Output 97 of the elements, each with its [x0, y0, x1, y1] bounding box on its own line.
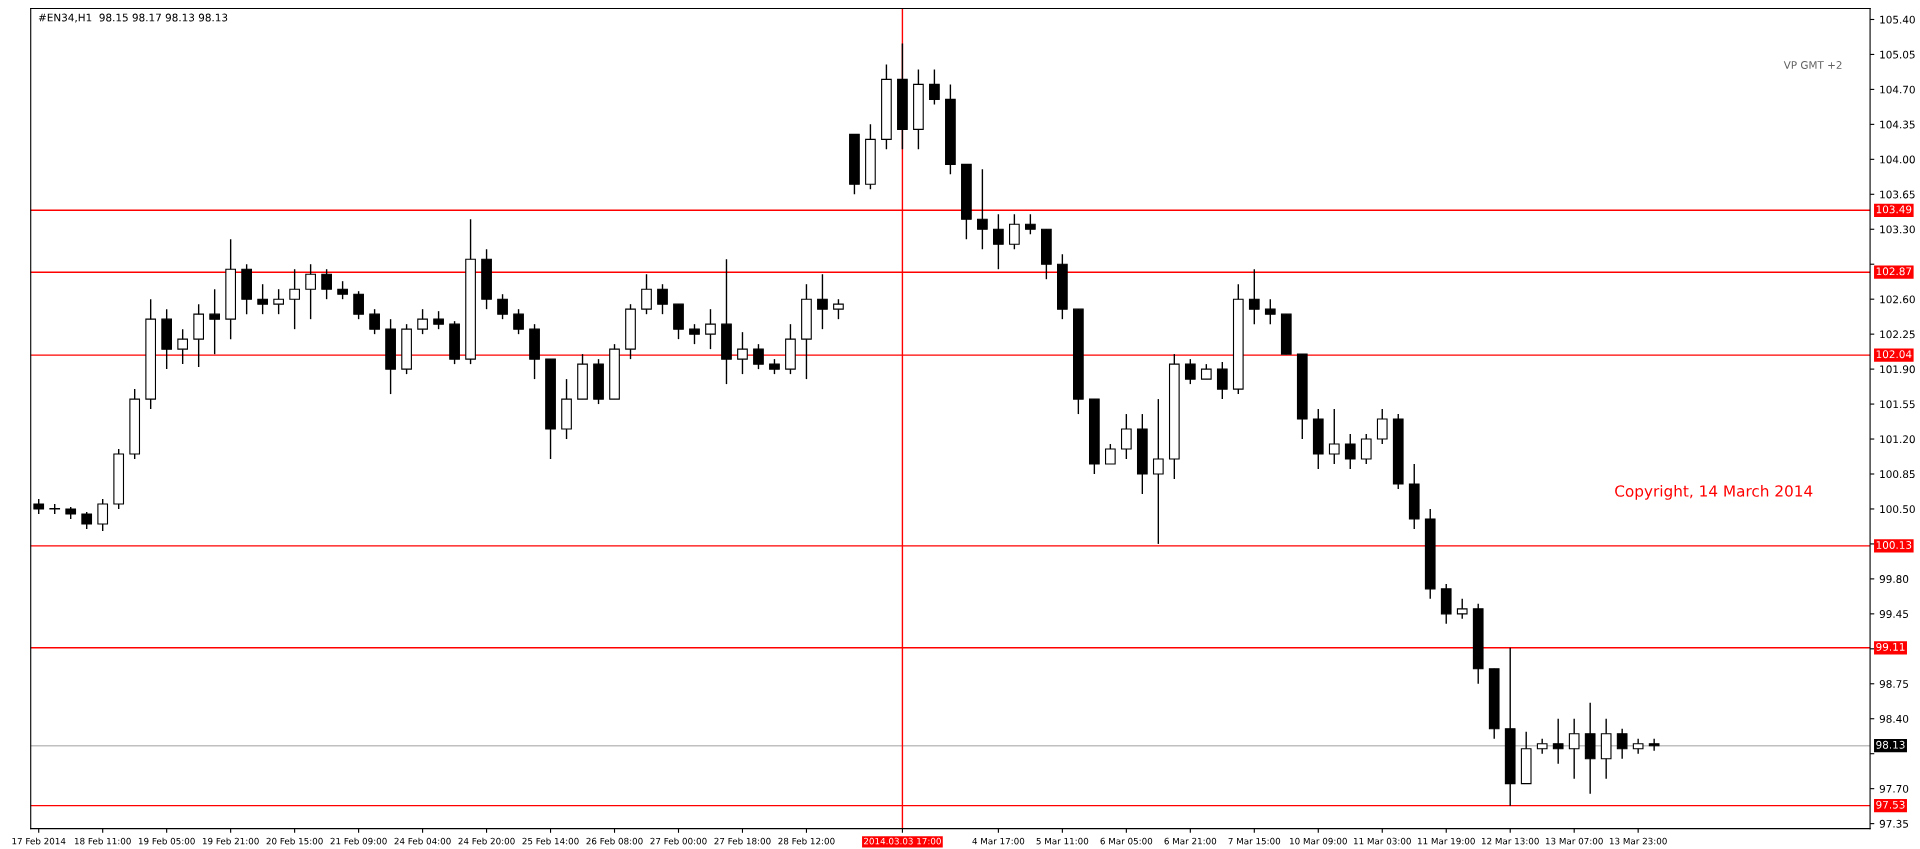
x-tick-label: 13 Mar 07:00 [1545, 837, 1603, 845]
x-tick-label: 19 Feb 21:00 [202, 837, 259, 845]
candlestick [417, 308, 428, 335]
candlestick [977, 168, 988, 250]
annotation: VP GMT +2 [1783, 61, 1842, 69]
candlestick [1152, 398, 1164, 545]
candlestick [1376, 408, 1388, 445]
candlestick [1648, 738, 1660, 752]
candlestick [1456, 598, 1468, 620]
y-tick-label: 100.85 [1880, 470, 1915, 479]
y-tick-label: 99.80 [1879, 575, 1909, 583]
candlestick [929, 68, 940, 106]
candlestick [369, 308, 380, 335]
x-tick-label: 11 Mar 19:00 [1417, 837, 1475, 845]
candlestick [1360, 433, 1372, 465]
ref-line-label: 100.13 [1876, 541, 1912, 549]
candlestick [497, 293, 508, 320]
ref-line-label: 102.87 [1876, 267, 1912, 276]
y-tick-label: 101.55 [1880, 400, 1915, 409]
x-tick-label: 12 Mar 13:00 [1481, 837, 1539, 845]
y-tick-label: 102.25 [1880, 330, 1915, 339]
candlestick [257, 283, 268, 315]
candlestick [305, 263, 316, 320]
candlestick [737, 331, 748, 375]
y-tick-label: 98.75 [1879, 680, 1909, 688]
x-tick-label: 6 Mar 05:00 [1100, 837, 1153, 845]
candlestick [1184, 358, 1196, 385]
candlestick [1216, 361, 1228, 400]
ref-line-label: 99.11 [1876, 642, 1905, 651]
candlestick [657, 283, 668, 315]
y-tick-label: 100.50 [1880, 505, 1915, 514]
x-tick-label: 17 Feb 2014 [12, 837, 66, 845]
candlestick [1568, 718, 1580, 780]
candlestick [641, 273, 652, 315]
candlestick [1552, 718, 1564, 765]
x-tick-label: 27 Feb 00:00 [650, 837, 707, 845]
candlestick [209, 288, 221, 355]
x-tick-label: 26 Feb 08:00 [586, 837, 643, 845]
x-tick-label: 28 Feb 12:00 [778, 837, 835, 845]
ref-line-label: 98.13 [1876, 740, 1905, 749]
y-tick-label: 104.35 [1880, 120, 1915, 129]
x-tick-label: 18 Feb 11:00 [74, 837, 131, 845]
x-tick-label: 25 Feb 14:00 [522, 837, 579, 845]
x-tick-label: 24 Feb 20:00 [458, 837, 515, 845]
ref-line-label: 103.49 [1876, 205, 1912, 214]
candlestick [1248, 268, 1260, 325]
candlestick [289, 268, 300, 330]
y-tick-label: 97.35 [1879, 819, 1909, 828]
annotation: Copyright, 14 March 2014 [1615, 484, 1813, 500]
x-tick-label: 5 Mar 11:00 [1036, 837, 1089, 845]
ref-line-label: 102.04 [1876, 350, 1912, 359]
candlestick [1264, 298, 1276, 325]
candlestick [817, 273, 828, 330]
ref-line-label: 97.53 [1876, 800, 1905, 809]
x-tick-label: 19 Feb 05:00 [138, 837, 195, 845]
candlestick [273, 288, 284, 315]
y-tick-label: 105.40 [1880, 15, 1915, 24]
candlestick [321, 268, 332, 300]
y-tick-label: 104.70 [1880, 85, 1915, 94]
candlestick [1344, 433, 1356, 470]
x-tick-label: 2014.03.03 17:00 [864, 837, 941, 845]
x-tick-label: 13 Mar 23:00 [1609, 837, 1667, 845]
x-tick-label: 27 Feb 18:00 [714, 837, 771, 845]
y-tick-label: 105.05 [1880, 50, 1915, 59]
candlestick [97, 498, 109, 532]
chart-title: #EN34,H1 98.15 98.17 98.13 98.13 [38, 13, 228, 23]
x-tick-label: 20 Feb 15:00 [266, 837, 323, 845]
x-tick-label: 6 Mar 21:00 [1164, 837, 1217, 845]
x-tick-label: 21 Feb 09:00 [330, 837, 387, 845]
y-tick-label: 101.20 [1880, 435, 1915, 444]
candlestick [1120, 413, 1132, 460]
x-tick-label: 11 Mar 03:00 [1354, 837, 1411, 845]
y-tick-label: 103.30 [1880, 225, 1915, 234]
candlestick [833, 298, 844, 320]
candlestick [705, 308, 716, 350]
y-tick-label: 97.70 [1879, 784, 1909, 793]
candlestick [513, 308, 524, 335]
y-tick-label: 103.65 [1880, 190, 1915, 199]
candlestick [1025, 213, 1036, 235]
candlestick [1328, 408, 1340, 465]
y-tick-label: 102.60 [1880, 295, 1915, 304]
y-tick-label: 101.90 [1880, 365, 1915, 374]
candlestick [753, 343, 764, 370]
candlestick [177, 328, 189, 365]
candlestick [689, 323, 700, 345]
x-tick-label: 7 Mar 15:00 [1228, 837, 1281, 845]
y-tick-label: 99.45 [1879, 610, 1909, 618]
candlestick [993, 213, 1004, 270]
y-tick-label: 98.40 [1879, 714, 1909, 723]
candlestick [1616, 728, 1628, 760]
candlestick [1104, 443, 1116, 465]
x-tick-label: 10 Mar 09:00 [1290, 837, 1347, 845]
x-tick-label: 4 Mar 17:00 [972, 837, 1025, 845]
y-tick-label: 104.00 [1880, 155, 1915, 164]
candlestick [1009, 213, 1020, 250]
x-tick-label: 24 Feb 04:00 [394, 837, 451, 845]
candlestick [353, 290, 364, 320]
